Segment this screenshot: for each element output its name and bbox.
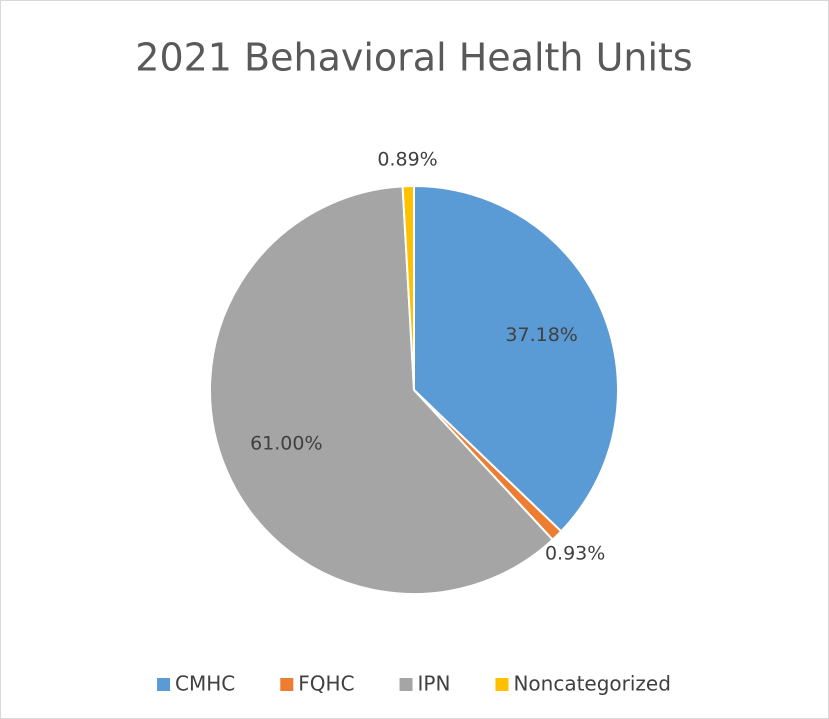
- legend-swatch: [157, 678, 171, 691]
- legend-label: CMHC: [175, 672, 235, 696]
- legend-label: IPN: [418, 672, 451, 696]
- legend-label: FQHC: [298, 672, 354, 696]
- legend-swatch: [495, 678, 509, 691]
- data-label: 61.00%: [250, 433, 322, 455]
- pie-slice: [413, 184, 619, 533]
- legend-label: Noncategorized: [513, 672, 670, 696]
- data-label: 0.89%: [377, 149, 437, 171]
- legend-swatch: [399, 678, 413, 691]
- pie-slice: [401, 184, 415, 391]
- data-label: 0.93%: [545, 543, 605, 565]
- legend-swatch: [280, 678, 294, 691]
- data-label: 37.18%: [505, 324, 577, 346]
- chart-title: 2021 Behavioral Health Units: [135, 36, 692, 80]
- pie-slice: [209, 185, 555, 595]
